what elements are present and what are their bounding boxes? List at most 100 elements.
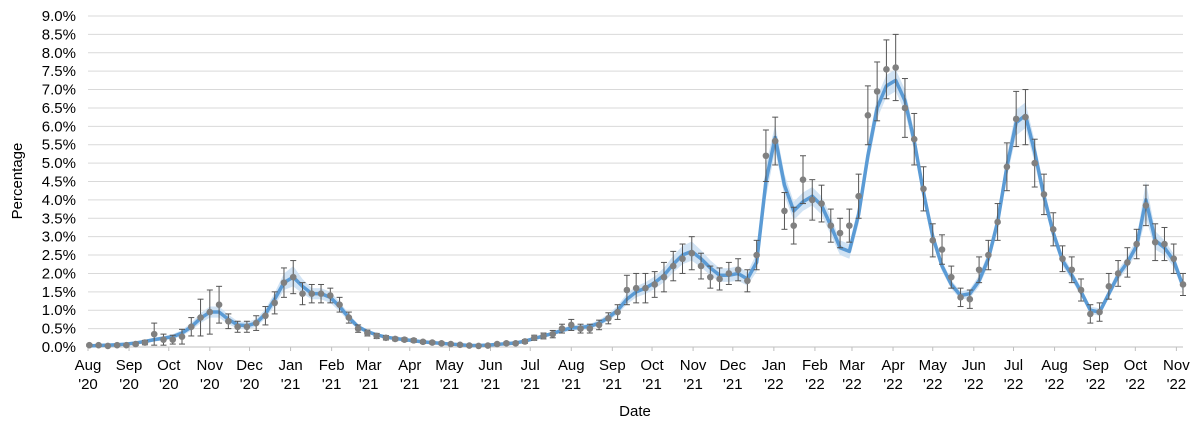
y-tick-label: 7.0%: [42, 82, 76, 99]
x-tick-label: Mar '22: [839, 357, 865, 393]
data-point: [1124, 259, 1131, 266]
data-point: [957, 294, 964, 301]
data-point: [1059, 255, 1066, 263]
data-point: [438, 340, 445, 347]
y-tick-label: 1.0%: [42, 302, 76, 319]
x-tick-label: Dec '21: [719, 357, 746, 393]
y-tick-label: 4.0%: [42, 192, 76, 209]
data-point: [86, 341, 93, 349]
x-tick-label: Sep '20: [116, 357, 143, 393]
data-point: [1031, 159, 1039, 167]
x-tick-label: Nov '22: [1163, 357, 1190, 393]
y-tick-label: 8.5%: [42, 26, 76, 43]
data-point: [308, 290, 316, 297]
data-point: [503, 340, 510, 347]
data-point: [1003, 163, 1011, 171]
x-axis-title: Date: [619, 403, 651, 420]
y-tick-label: 4.5%: [42, 174, 76, 191]
data-point: [447, 340, 455, 348]
data-point: [521, 338, 529, 345]
data-point: [994, 218, 1001, 226]
data-point: [1142, 202, 1150, 209]
y-tick-label: 0.5%: [42, 321, 76, 338]
data-point: [679, 255, 686, 263]
data-point: [113, 341, 121, 349]
data-point: [1170, 255, 1178, 263]
data-point: [206, 308, 214, 316]
data-point: [892, 64, 899, 71]
y-tick-label: 8.0%: [42, 45, 76, 62]
data-point: [466, 342, 473, 349]
x-tick-label: Jan '21: [278, 357, 302, 393]
data-point: [456, 341, 464, 349]
data-point: [920, 185, 927, 193]
data-point: [95, 341, 102, 349]
data-point: [669, 262, 677, 270]
data-point: [771, 137, 779, 145]
data-point: [1087, 310, 1094, 318]
data-point: [382, 334, 390, 342]
confidence-band: [89, 69, 1183, 347]
data-point: [567, 321, 575, 329]
data-point: [966, 295, 974, 303]
x-tick-label: May '21: [435, 357, 464, 393]
data-point: [827, 222, 835, 229]
y-tick-label: 6.0%: [42, 118, 76, 135]
data-point: [558, 325, 566, 332]
data-point: [1049, 226, 1057, 233]
x-tick-label: Oct '21: [640, 357, 664, 393]
data-point: [428, 339, 436, 346]
data-point: [512, 340, 519, 347]
data-point: [419, 338, 427, 346]
data-point: [744, 277, 751, 285]
data-point: [530, 334, 538, 342]
data-point: [799, 176, 807, 183]
data-point: [160, 336, 167, 343]
data-point: [1022, 113, 1029, 121]
data-point: [197, 314, 204, 321]
data-point: [975, 266, 983, 274]
x-tick-label: Oct '20: [157, 357, 181, 393]
data-point: [401, 336, 408, 343]
x-tick-label: Dec '20: [236, 357, 263, 393]
data-point: [605, 315, 612, 322]
data-point: [632, 284, 640, 292]
x-tick-label: May '22: [919, 357, 948, 393]
x-tick-label: Aug '21: [558, 357, 585, 393]
x-tick-label: Sep '22: [1082, 357, 1109, 393]
data-point: [938, 246, 946, 253]
y-tick-label: 1.5%: [42, 284, 76, 301]
data-point: [614, 308, 621, 316]
data-point: [549, 330, 557, 338]
data-point: [252, 319, 260, 327]
data-point: [883, 66, 890, 73]
y-tick-label: 5.0%: [42, 155, 76, 172]
data-point: [262, 312, 269, 320]
data-point: [475, 342, 482, 350]
data-point: [697, 262, 705, 270]
data-point: [985, 251, 992, 259]
data-point: [707, 273, 714, 281]
data-point: [1077, 286, 1085, 294]
y-tick-label: 7.5%: [42, 63, 76, 80]
data-point: [132, 340, 139, 348]
x-tick-label: Nov '20: [196, 357, 223, 393]
y-tick-label: 0.0%: [42, 339, 76, 356]
data-point: [169, 336, 177, 343]
data-point: [484, 342, 492, 349]
data-point: [373, 332, 380, 340]
y-tick-label: 9.0%: [42, 8, 76, 25]
data-point: [808, 196, 816, 204]
data-point: [1114, 270, 1122, 277]
data-point: [354, 325, 362, 332]
data-point: [1068, 266, 1076, 274]
data-point: [1040, 191, 1048, 198]
data-point: [929, 237, 937, 244]
y-tick-label: 3.0%: [42, 229, 76, 246]
data-point: [846, 222, 853, 229]
data-point: [150, 330, 158, 338]
data-point: [493, 340, 501, 348]
data-point: [391, 335, 399, 343]
data-point: [225, 317, 232, 325]
y-tick-label: 5.5%: [42, 137, 76, 154]
